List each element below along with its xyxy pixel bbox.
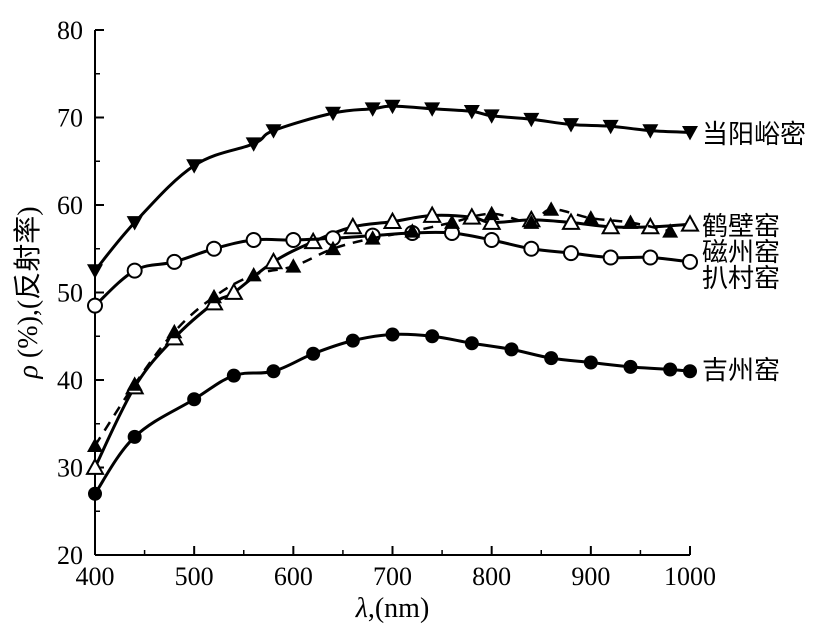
reflectance-chart: 400500600700800900100020304050607080λ,(n… [0, 0, 827, 642]
series-label-吉州窑: 吉州窑 [702, 350, 780, 387]
y-axis-label: ρ (%),(反射率) [12, 206, 44, 379]
series-line-磁州窑 [95, 232, 690, 305]
svg-text:700: 700 [373, 562, 412, 591]
svg-text:60: 60 [57, 191, 83, 220]
svg-text:40: 40 [57, 366, 83, 395]
series-line-扒村窑 [95, 209, 670, 445]
svg-text:30: 30 [57, 454, 83, 483]
svg-text:1000: 1000 [664, 562, 716, 591]
svg-text:800: 800 [472, 562, 511, 591]
svg-text:600: 600 [274, 562, 313, 591]
series-line-吉州窑 [95, 334, 690, 494]
svg-text:500: 500 [175, 562, 214, 591]
svg-text:900: 900 [571, 562, 610, 591]
x-axis-label: λ,(nm) [355, 593, 430, 624]
svg-text:50: 50 [57, 279, 83, 308]
series-label-扒村窑: 扒村窑 [702, 258, 780, 295]
svg-text:80: 80 [57, 16, 83, 45]
series-line-当阳峪密 [95, 106, 690, 271]
svg-text:70: 70 [57, 104, 83, 133]
chart-svg: 400500600700800900100020304050607080λ,(n… [0, 0, 827, 642]
svg-text:20: 20 [57, 541, 83, 570]
series-label-当阳峪密: 当阳峪密 [702, 114, 806, 151]
